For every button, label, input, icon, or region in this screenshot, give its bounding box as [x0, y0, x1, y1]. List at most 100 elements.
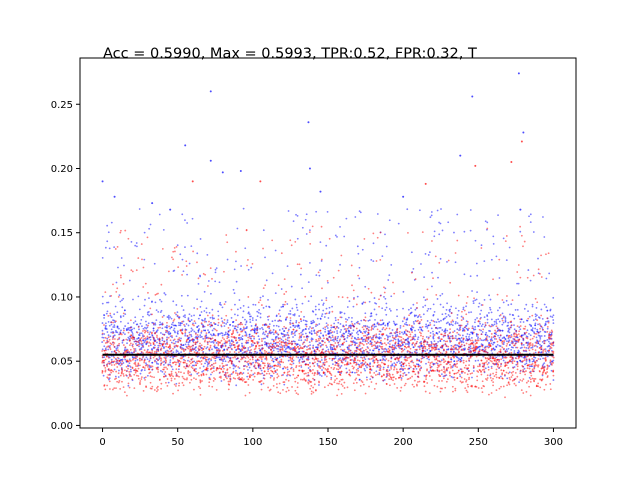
data-point — [103, 345, 106, 348]
data-point — [453, 348, 456, 350]
data-point — [400, 368, 403, 370]
data-point — [198, 348, 201, 351]
data-point — [539, 330, 542, 333]
data-point — [134, 365, 137, 367]
data-point — [390, 367, 393, 370]
data-point — [445, 315, 448, 318]
data-point — [137, 295, 140, 298]
data-point — [146, 329, 149, 332]
data-point — [428, 251, 431, 254]
data-point — [117, 266, 119, 269]
data-point — [366, 325, 369, 328]
data-point — [360, 365, 363, 368]
data-point — [177, 361, 180, 364]
data-point — [272, 329, 275, 331]
data-point — [108, 374, 111, 376]
data-point — [205, 347, 208, 350]
data-point — [105, 328, 108, 330]
data-point — [263, 362, 266, 365]
data-point — [164, 371, 167, 373]
data-point — [489, 308, 492, 311]
data-point — [242, 310, 245, 313]
data-point — [277, 364, 280, 367]
data-point — [346, 334, 349, 337]
data-point — [151, 313, 153, 316]
data-point — [217, 344, 220, 347]
data-point — [160, 382, 163, 385]
data-point — [244, 351, 246, 354]
data-point — [345, 367, 348, 370]
data-point — [203, 310, 206, 312]
data-point — [110, 358, 113, 361]
data-point — [259, 381, 261, 384]
data-point — [374, 336, 377, 339]
data-point — [149, 366, 152, 369]
data-point — [149, 375, 152, 378]
data-point — [345, 371, 348, 374]
data-point — [146, 340, 149, 343]
data-point — [135, 374, 138, 377]
data-point — [325, 312, 328, 315]
data-point — [355, 342, 358, 345]
data-point — [238, 337, 240, 339]
data-point — [116, 380, 119, 383]
data-point — [314, 305, 317, 308]
data-point — [134, 357, 137, 360]
data-point — [261, 372, 264, 375]
data-point — [353, 325, 355, 328]
data-point — [426, 326, 429, 329]
data-point — [325, 358, 328, 361]
data-point — [230, 335, 233, 338]
data-point — [229, 346, 232, 348]
data-point — [238, 339, 241, 342]
data-point — [312, 344, 315, 347]
data-point — [162, 229, 165, 231]
data-point — [474, 351, 477, 354]
data-point — [324, 361, 326, 364]
data-point — [502, 301, 505, 304]
data-point — [385, 313, 388, 316]
data-point — [157, 326, 160, 329]
data-point — [432, 313, 435, 316]
data-point — [158, 213, 161, 216]
data-point — [175, 349, 178, 352]
data-point — [377, 363, 380, 366]
data-point — [260, 379, 263, 382]
data-point — [238, 360, 241, 363]
data-point — [391, 363, 394, 366]
data-point — [157, 363, 160, 365]
data-point — [373, 297, 376, 299]
data-point — [331, 346, 334, 349]
data-point — [329, 336, 332, 339]
data-point — [137, 377, 140, 380]
data-point — [474, 321, 476, 324]
data-point — [251, 328, 254, 331]
data-point — [400, 355, 403, 358]
data-point — [107, 314, 110, 317]
data-point — [346, 327, 349, 330]
data-point — [210, 321, 212, 324]
data-point — [249, 321, 252, 324]
data-point — [387, 347, 390, 350]
data-point — [188, 331, 191, 334]
data-point — [226, 341, 228, 344]
data-point — [250, 362, 252, 365]
data-point — [196, 362, 199, 365]
data-point — [180, 294, 183, 297]
data-point — [259, 367, 262, 370]
data-point — [337, 318, 340, 321]
data-point — [537, 323, 539, 326]
data-point — [519, 321, 522, 323]
data-point — [142, 286, 145, 288]
data-point — [169, 343, 171, 346]
data-point — [128, 329, 131, 332]
data-point — [394, 323, 397, 326]
data-point — [131, 337, 134, 339]
data-point — [244, 360, 246, 363]
outlier-point — [101, 180, 104, 183]
data-point — [325, 375, 328, 378]
data-point — [533, 331, 535, 333]
data-point — [358, 359, 361, 362]
data-point — [223, 378, 225, 381]
data-point — [226, 337, 229, 340]
